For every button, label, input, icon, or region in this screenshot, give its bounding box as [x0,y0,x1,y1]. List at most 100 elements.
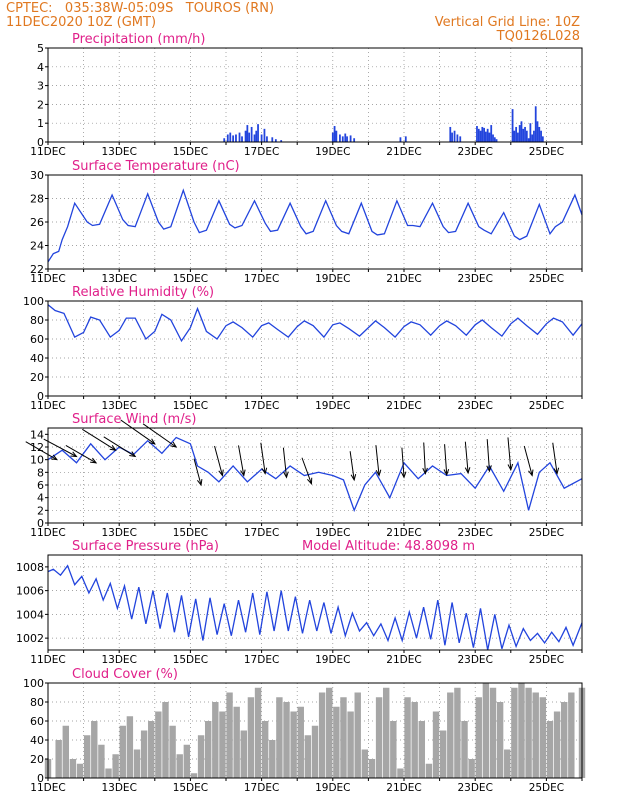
wind-barb [301,457,312,484]
wind-barb-head [50,454,59,461]
precip-bar [536,121,539,142]
cloud-bar [112,754,119,778]
precip-bar [534,106,537,142]
precip-bar [335,130,338,142]
precip-bar [349,135,352,142]
precip-bar [481,126,484,142]
wind-barb-head [90,457,98,464]
precip-bar [253,134,256,142]
wind-barb [214,445,223,476]
wind-barb [401,447,405,478]
temp-ytick-label: 24 [30,240,44,253]
wind-barb-head [283,471,289,479]
press-xtick-label: 21DEC [386,654,421,666]
rh-ytick-label: 80 [30,314,44,327]
cloud-bar [347,711,354,778]
wind-barb-head [109,444,117,451]
cloud-bar [55,740,62,778]
precip-bar [476,126,478,142]
rh-xtick-label: 25DEC [529,400,564,412]
precip-bar [456,134,459,142]
rh-title: Relative Humidity (%) [72,285,214,300]
precip-bar [486,128,489,142]
precip-xtick-label: 17DEC [244,146,279,158]
press-frame [47,554,583,651]
precip-bar [255,130,258,142]
temp-xtick-label: 11DEC [30,273,65,285]
temp-series-line [47,188,583,263]
precip-xtick-label: 23DEC [457,146,492,158]
precip-ytick-label: 5 [37,42,44,55]
wind-barb-head [196,478,203,487]
precip-ytick-label: 4 [37,61,44,74]
precip-frame [47,47,583,143]
wind-barb-head [464,467,471,475]
precip-bar [449,126,452,142]
wind-xtick-label: 19DEC [315,527,350,539]
precip-bar [538,126,541,142]
temp-panel: 22 24 26 28 30 11DEC 13DEC 15DEC 17DEC 19DEC 21DEC… [30,159,583,285]
press-ytick-label: 1008 [16,561,44,574]
wind-xtick-label: 11DEC [30,527,65,539]
wind-barb [82,428,116,451]
precip-bar [244,130,247,142]
rh-xtick-label: 11DEC [30,400,65,412]
rh-xtick-label: 13DEC [101,400,136,412]
precip-bar [495,139,498,142]
cloud-bar [311,725,319,778]
press-xtick-label: 13DEC [101,654,136,666]
wind-barb-head [170,441,178,448]
precip-bar [241,136,243,142]
cloud-bar [98,744,105,778]
precip-bar [271,137,274,142]
wind-barb [120,419,156,445]
rh-ytick-label: 60 [30,333,44,346]
rh-ytick-label: 100 [23,295,44,308]
wind-barb-head [443,469,450,477]
temp-xtick-label: 21DEC [386,273,421,285]
wind-barb [444,444,448,475]
cloud-bar [290,711,297,778]
precip-bar [484,131,487,142]
cloud-bar [375,697,383,778]
wind-ytick-label: 10 [30,454,44,467]
cloud-bar [568,692,575,778]
precip-ytick-label: 1 [37,117,44,130]
cloud-bar [354,692,361,778]
cloud-bar [496,702,504,778]
cloud-bar [397,768,404,778]
wind-ytick-label: 8 [37,466,44,479]
rh-xtick-label: 15DEC [173,400,208,412]
cloud-bar [105,768,112,778]
cloud-bar [176,754,183,778]
press-title: Surface Pressure (hPa) [72,539,219,554]
precip-bar [226,134,229,142]
rh-xtick-label: 21DEC [386,400,421,412]
wind-barb [486,439,490,472]
precip-ytick-label: 0 [37,136,44,149]
rh-xtick-label: 19DEC [315,400,350,412]
wind-ytick-label: 12 [30,441,44,454]
cloud-bar [269,740,276,778]
wind-xtick-label: 21DEC [386,527,421,539]
temp-ytick-label: 30 [30,169,44,182]
cloud-bar [439,730,447,778]
precip-xtick-label: 21DEC [386,146,421,158]
header-station: CPTEC: 035:38W-05:09S TOUROS (RN) [6,1,275,16]
cloud-bar [133,749,141,778]
wind-barb [349,451,355,481]
wind-barb [523,445,533,476]
wind-barb-head [350,474,357,482]
cloud-bar [297,706,304,778]
cloud-bar [482,683,490,778]
wind-barb-head [218,469,224,477]
wind-barb [142,423,177,448]
wind-barb-head [486,465,492,473]
cloud-bar [304,735,312,778]
cloud-bar [148,721,155,778]
cloud-bar [126,716,134,778]
temp-ytick-label: 26 [30,216,44,229]
cloud-bar [219,711,226,778]
cloud-bar [411,702,418,778]
cloud-bar [504,749,511,778]
